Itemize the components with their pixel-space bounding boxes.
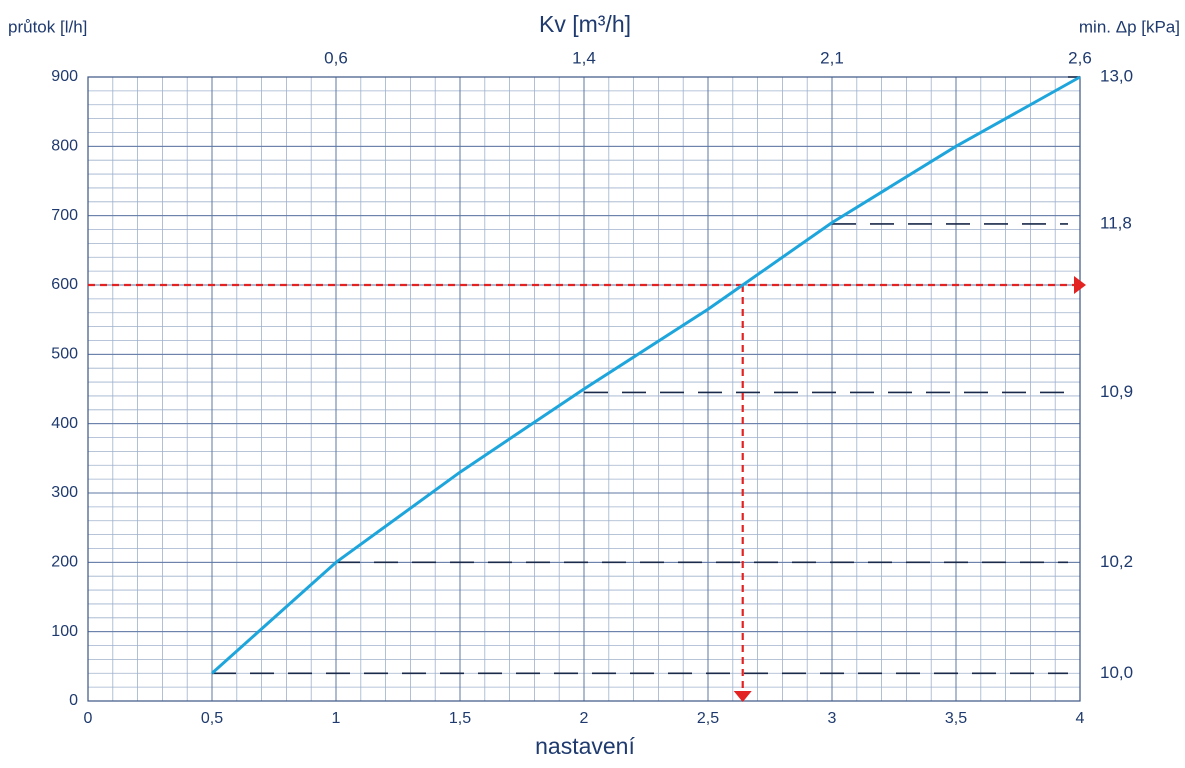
y-tick-label: 600 <box>51 276 78 293</box>
y-tick-label: 700 <box>51 207 78 224</box>
x-axis-label: nastavení <box>535 733 635 759</box>
dp-tick-label: 10,9 <box>1100 382 1133 401</box>
y-tick-label: 800 <box>51 138 78 155</box>
dp-tick-label: 10,0 <box>1100 663 1133 682</box>
plot-frame <box>87 76 1081 702</box>
x-tick-label: 3,5 <box>945 710 967 727</box>
y-tick-label: 100 <box>51 623 78 640</box>
dp-tick-label: 13,0 <box>1100 66 1133 85</box>
x-tick-label: 2,5 <box>697 710 719 727</box>
y-tick-label: 500 <box>51 346 78 363</box>
y-tick-label: 400 <box>51 415 78 432</box>
example-arrow <box>1074 276 1086 294</box>
x-tick-label: 4 <box>1076 710 1085 727</box>
y-tick-label: 0 <box>69 692 78 709</box>
dp-tick-label: 11,8 <box>1100 213 1132 232</box>
x-tick-label: 0 <box>84 710 93 727</box>
kv-tick-label: 2,6 <box>1068 48 1092 67</box>
x-tick-label: 1,5 <box>449 710 471 727</box>
flow-curve <box>210 75 1081 675</box>
y-tick-label: 200 <box>51 554 78 571</box>
kv-tick-label: 1,4 <box>572 48 596 67</box>
x-tick-label: 1 <box>332 710 341 727</box>
y-axis-label: průtok [l/h] <box>8 17 87 36</box>
x-tick-label: 0,5 <box>201 710 223 727</box>
x-tick-label: 2 <box>580 710 589 727</box>
dp-tick-label: 10,2 <box>1100 552 1133 571</box>
chart-title: Kv [m³/h] <box>539 11 631 37</box>
y-tick-label: 300 <box>51 484 78 501</box>
kv-tick-label: 2,1 <box>820 48 844 67</box>
right-axis-label: min. Δp [kPa] <box>1079 17 1180 36</box>
x-tick-label: 3 <box>828 710 837 727</box>
kv-tick-label: 0,6 <box>324 48 348 67</box>
y-tick-label: 900 <box>51 68 78 85</box>
example-arrow <box>733 691 752 702</box>
